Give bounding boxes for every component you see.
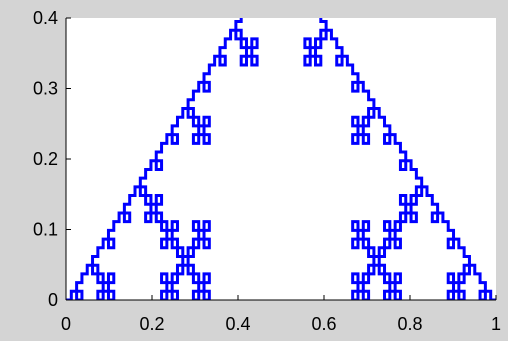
x-tick-label: 0.2 — [139, 314, 164, 334]
y-tick-label: 0 — [48, 290, 58, 310]
x-tick-label: 0 — [61, 314, 71, 334]
x-axis-ticks: 0 0.2 0.4 0.6 0.8 1 — [61, 295, 501, 334]
y-tick-label: 0.3 — [33, 79, 58, 99]
x-tick-label: 0.4 — [225, 314, 250, 334]
x-tick-label: 0.8 — [397, 314, 422, 334]
x-tick-label: 1 — [491, 314, 501, 334]
y-axis-ticks: 0 0.1 0.2 0.3 0.4 — [33, 8, 71, 310]
plot-area — [66, 18, 496, 300]
y-tick-label: 0.4 — [33, 8, 58, 28]
y-tick-label: 0.1 — [33, 220, 58, 240]
x-tick-label: 0.6 — [311, 314, 336, 334]
y-tick-label: 0.2 — [33, 149, 58, 169]
